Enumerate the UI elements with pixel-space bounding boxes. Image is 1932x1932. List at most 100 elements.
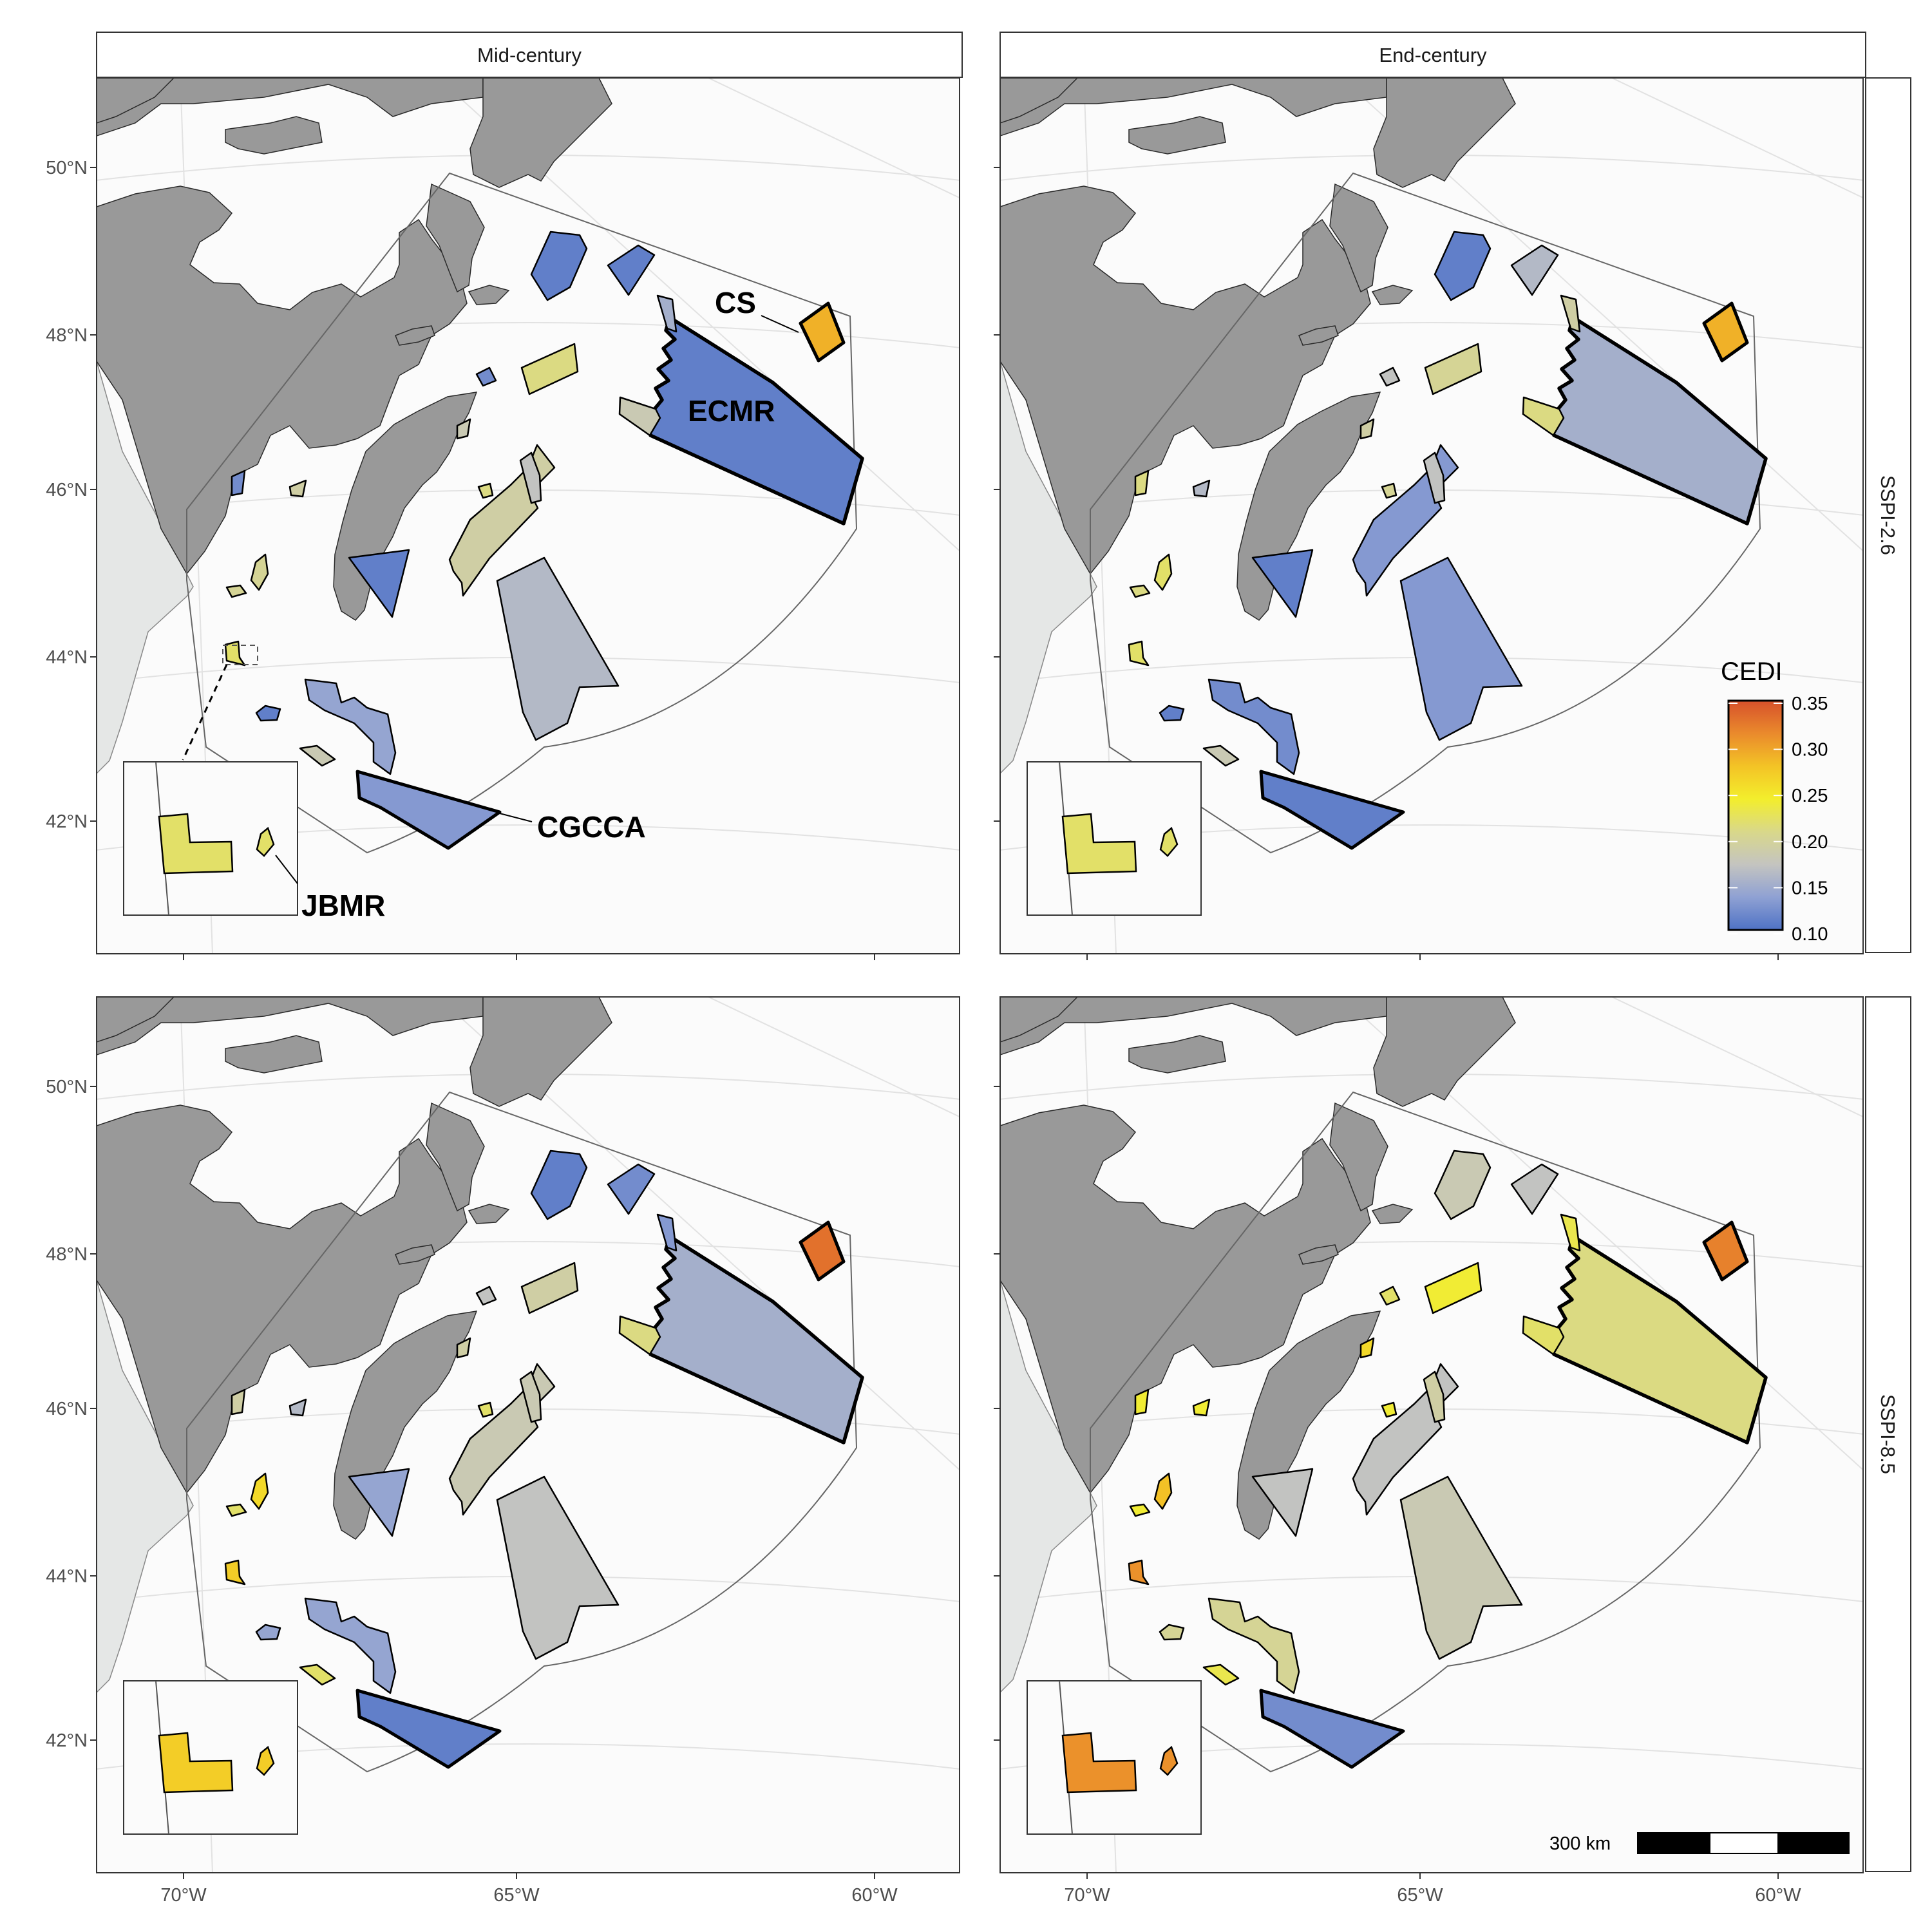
mpa-cs bbox=[799, 301, 846, 363]
mpa-jbmr bbox=[224, 640, 246, 667]
mpa-tri bbox=[1251, 1468, 1314, 1537]
legend-tick-label: 0.10 bbox=[1792, 924, 1828, 945]
callout-cgcca: CGCCA bbox=[537, 810, 646, 844]
mpa-bays bbox=[1379, 1285, 1401, 1306]
mpa-cgcca bbox=[1259, 770, 1405, 850]
protected-areas bbox=[1128, 1150, 1768, 1769]
mpa-c3 bbox=[1134, 469, 1150, 497]
legend-ticks: 0.35 0.30 0.25 0.20 0.15 0.10 bbox=[1728, 694, 1828, 945]
mpa-sw2 bbox=[255, 1624, 281, 1641]
mpa-nw1 bbox=[530, 231, 588, 301]
legend-title: CEDI bbox=[1721, 658, 1783, 686]
mpa-nw2 bbox=[1510, 1163, 1559, 1215]
mpa-gully bbox=[1522, 396, 1565, 437]
mpa-tri bbox=[348, 1468, 410, 1537]
inset-mpa-small bbox=[1159, 826, 1179, 857]
land bbox=[1000, 997, 1516, 1540]
legend-colorbar bbox=[1727, 699, 1784, 931]
column-label-mid: Mid-century bbox=[477, 44, 582, 66]
mpa-nw1 bbox=[1434, 231, 1492, 301]
study-area-boundary bbox=[186, 1091, 858, 1773]
row-label-top: SSPI-2.6 bbox=[1877, 475, 1899, 555]
y-tick-label: 44°N bbox=[46, 647, 88, 668]
mpa-wedge bbox=[519, 451, 542, 504]
row-label-bottom: SSPI-8.5 bbox=[1877, 1394, 1899, 1474]
mpa-bays bbox=[475, 1285, 497, 1306]
row-strip-bottom: SSPI-8.5 bbox=[1865, 996, 1911, 1872]
mpa-lauv bbox=[520, 1262, 579, 1314]
mpa-c1 bbox=[1129, 1503, 1151, 1517]
inset-mpa-small bbox=[256, 1745, 275, 1776]
column-strip-mid: Mid-century bbox=[96, 32, 963, 78]
map-panel bbox=[96, 996, 960, 1873]
mpa-ecmr bbox=[1548, 316, 1768, 526]
mpa-c4 bbox=[1192, 479, 1211, 498]
mpa-cape bbox=[1381, 482, 1397, 499]
mpa-ecmr bbox=[644, 1235, 864, 1444]
mpa-sm1 bbox=[1359, 418, 1375, 440]
legend-tick-label: 0.20 bbox=[1792, 832, 1828, 853]
y-tick-label: 50°N bbox=[46, 158, 88, 178]
legend-tick-label: 0.15 bbox=[1792, 878, 1828, 898]
mpa-cgcca bbox=[355, 770, 502, 850]
mpa-sw1 bbox=[1208, 1597, 1300, 1694]
mpa-gully bbox=[1522, 1315, 1565, 1356]
scale-bar-label: 300 km bbox=[1549, 1833, 1611, 1854]
mpa-nw2 bbox=[607, 1163, 656, 1215]
legend-tick-label: 0.35 bbox=[1792, 694, 1828, 714]
study-area-boundary bbox=[1090, 172, 1761, 854]
mpa-slope bbox=[1399, 1475, 1523, 1660]
mpa-c2 bbox=[1153, 553, 1173, 591]
x-tick-label: 65°W bbox=[493, 1885, 540, 1906]
mpa-sw2 bbox=[1159, 705, 1185, 722]
mpa-jbmr bbox=[1128, 1559, 1150, 1586]
protected-areas bbox=[224, 1150, 864, 1769]
axes: 50°N 48°N 46°N 44°N 42°N 50°N 48°N 46°N 44°N 42°N… bbox=[46, 158, 1801, 1906]
mpa-lauv bbox=[1424, 1262, 1482, 1314]
mpa-c1 bbox=[225, 1503, 247, 1517]
mpa-c1 bbox=[225, 584, 247, 598]
y-tick-label: 42°N bbox=[46, 811, 88, 832]
mpa-c1 bbox=[1129, 584, 1151, 598]
mpa-lauv bbox=[1424, 343, 1482, 395]
mpa-cgcca bbox=[1259, 1689, 1405, 1769]
mpa-sw3 bbox=[299, 1663, 336, 1686]
inset-mpa-small bbox=[1159, 1745, 1179, 1776]
mpa-ecmr bbox=[644, 316, 864, 526]
inset-mpa-main bbox=[1061, 1732, 1137, 1794]
mpa-sm1 bbox=[1359, 1337, 1375, 1359]
mpa-tri bbox=[348, 549, 410, 618]
mpa-sw1 bbox=[304, 678, 397, 775]
map-panel bbox=[96, 77, 960, 954]
jbmr-inset bbox=[123, 1680, 298, 1835]
x-tick-label: 65°W bbox=[1397, 1885, 1443, 1906]
mpa-wedge bbox=[519, 1370, 542, 1423]
mpa-c4 bbox=[289, 1398, 307, 1417]
mpa-nw3 bbox=[656, 1213, 677, 1252]
mpa-slope bbox=[496, 1475, 620, 1660]
mpa-c2 bbox=[250, 1472, 269, 1510]
mpa-c4 bbox=[289, 479, 307, 498]
jbmr-inset bbox=[1027, 1680, 1202, 1835]
callout-cs: CS bbox=[715, 286, 756, 319]
mpa-gully bbox=[618, 396, 661, 437]
mpa-sw3 bbox=[299, 744, 336, 767]
mpa-sw1 bbox=[1208, 678, 1300, 775]
mpa-ecmr bbox=[1548, 1235, 1768, 1444]
mpa-cgcca bbox=[355, 1689, 502, 1769]
mpa-bays bbox=[475, 366, 497, 387]
mpa-cs bbox=[799, 1220, 846, 1282]
mpa-nw2 bbox=[607, 244, 656, 296]
protected-areas bbox=[1128, 231, 1768, 850]
y-tick-label: 44°N bbox=[46, 1566, 88, 1587]
land bbox=[97, 78, 612, 621]
callout-ecmr: ECMR bbox=[688, 394, 775, 428]
y-tick-label: 42°N bbox=[46, 1730, 88, 1751]
inset-mpa-small bbox=[256, 826, 275, 857]
mpa-cape bbox=[1381, 1401, 1397, 1418]
mpa-jbmr bbox=[1128, 640, 1150, 667]
inset-mpa-main bbox=[1061, 813, 1137, 875]
y-tick-label: 50°N bbox=[46, 1077, 88, 1097]
map-panel bbox=[999, 77, 1864, 954]
